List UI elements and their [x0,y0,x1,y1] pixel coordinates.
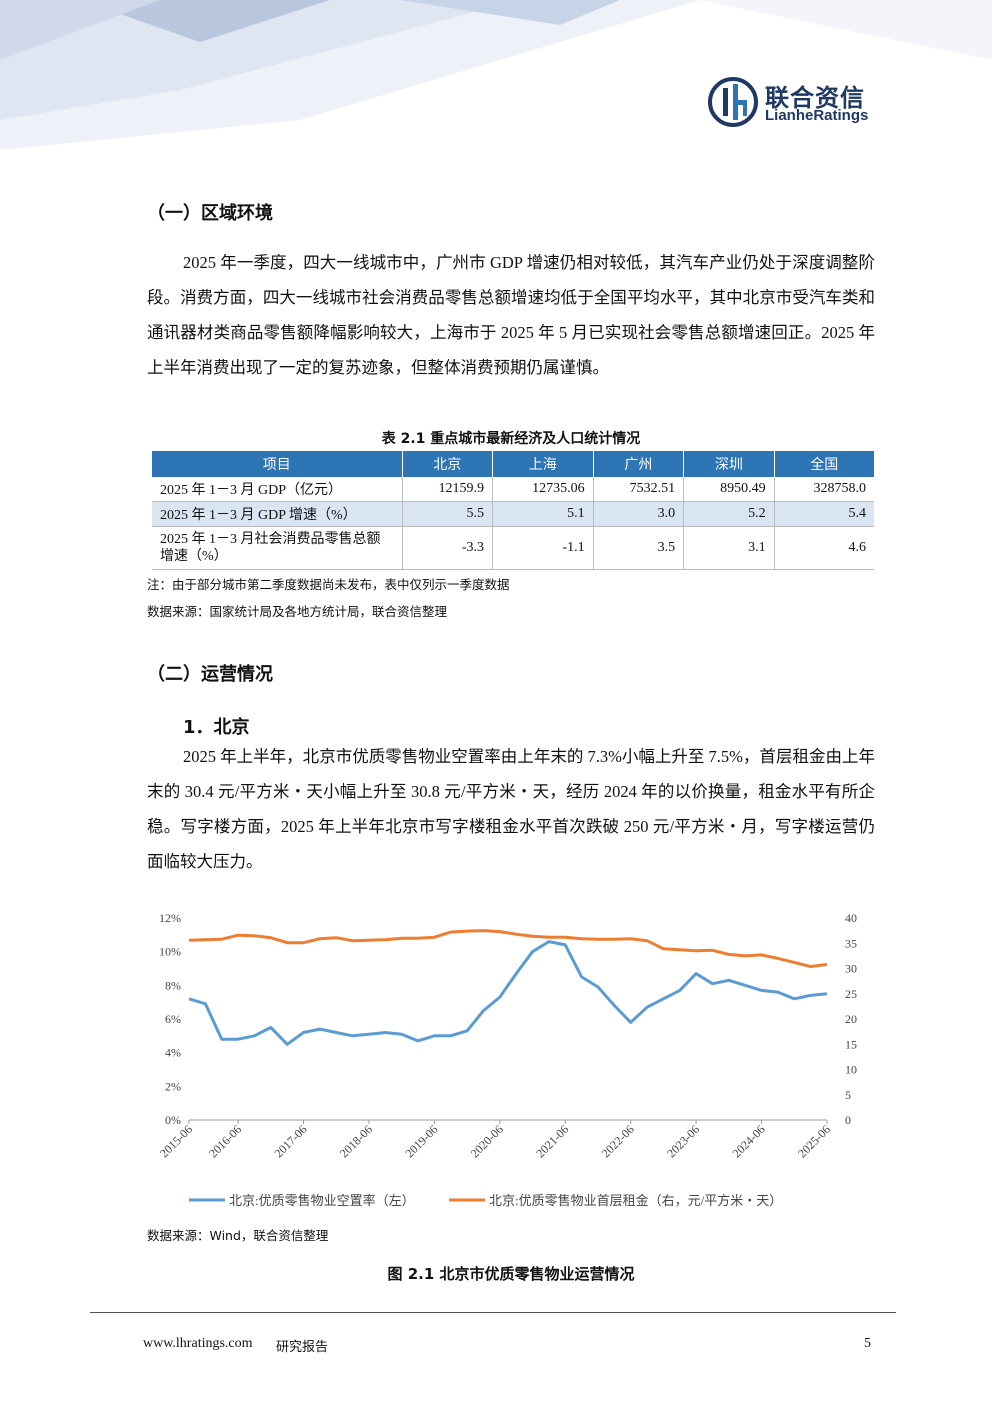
section2-title: （二）运营情况 [147,664,273,685]
x-tick-label: 2021-06 [533,1122,571,1160]
left-tick-label: 6% [165,1012,181,1026]
table-cell: 2025 年 1－3 月 GDP（亿元） [152,477,403,502]
legend-label-vacancy: 北京:优质零售物业空置率（左） [229,1193,415,1208]
legend-label-rent: 北京:优质零售物业首层租金（右，元/平方米・天） [489,1193,782,1208]
footer-label: 研究报告 [276,1340,329,1355]
table-source: 数据来源：国家统计局及各地方统计局，联合资信整理 [147,604,448,619]
table-header-row: 项目 北京 上海 广州 深圳 全国 [152,451,874,477]
table-header-cell: 项目 [152,451,403,477]
section2-paragraph: 2025 年上半年，北京市优质零售物业空置率由上年末的 7.3%小幅上升至 7.… [147,747,875,871]
logo-cn-text: 联合资信 [765,84,865,112]
chart-source: 数据来源：Wind，联合资信整理 [147,1228,329,1243]
table-cell: 5.5 [402,501,493,527]
x-tick-label: 2025-06 [795,1122,833,1160]
table-cell: 2025 年 1－3 月社会消费品零售总额增速（%） [152,526,403,570]
table-header-cell: 北京 [402,451,493,477]
table-cell: 3.5 [593,526,685,570]
header-decoration [0,0,992,150]
table-cell: 5.4 [774,501,874,527]
table-cell: 7532.51 [593,477,685,502]
footer-url[interactable]: www.lhratings.com [143,1336,253,1351]
x-tick-label: 2015-06 [157,1122,195,1160]
left-tick-label: 0% [165,1113,181,1127]
section1-title: （一）区域环境 [147,203,273,224]
table-header-cell: 全国 [774,451,874,477]
section1-paragraph: 2025 年一季度，四大一线城市中，广州市 GDP 增速仍相对较低，其汽车产业仍… [147,253,875,377]
table-cell: 5.1 [492,501,594,527]
table-header-cell: 深圳 [683,451,775,477]
table-row: 2025 年 1－3 月 GDP 增速（%） 5.5 5.1 3.0 5.2 5… [152,501,874,527]
footer-divider [90,1312,896,1313]
table-header-cell: 广州 [593,451,685,477]
left-tick-label: 12% [159,911,181,925]
right-tick-label: 20 [845,1012,857,1026]
page-number: 5 [864,1336,871,1351]
logo-icon [708,77,758,127]
right-tick-label: 0 [845,1113,851,1127]
section2-subtitle: 1．北京 [183,717,250,738]
x-tick-label: 2019-06 [402,1122,440,1160]
left-tick-label: 4% [165,1046,181,1060]
stats-table: 项目 北京 上海 广州 深圳 全国 2025 年 1－3 月 GDP（亿元） 1… [152,451,874,570]
right-tick-label: 5 [845,1088,851,1102]
brand-logo: 联合资信 LianheRatings [707,76,887,128]
x-tick-label: 2023-06 [664,1122,702,1160]
right-tick-label: 30 [845,962,857,976]
left-tick-label: 2% [165,1079,181,1093]
table-cell: 328758.0 [774,477,874,502]
x-tick-label: 2022-06 [599,1122,637,1160]
table-row: 2025 年 1－3 月 GDP（亿元） 12159.9 12735.06 75… [152,477,874,502]
table-cell: 12735.06 [492,477,594,502]
table-row: 2025 年 1－3 月社会消费品零售总额增速（%） -3.3 -1.1 3.5… [152,526,874,570]
table-caption: 表 2.1 重点城市最新经济及人口统计情况 [381,431,641,447]
table-header-cell: 上海 [492,451,594,477]
table-cell: -1.1 [492,526,594,570]
table-cell: 8950.49 [683,477,775,502]
left-tick-label: 8% [165,978,181,992]
table-cell: 5.2 [683,501,775,527]
logo-en-text: LianheRatings [765,107,869,124]
right-tick-label: 40 [845,911,857,925]
right-tick-label: 15 [845,1037,857,1051]
x-tick-label: 2018-06 [337,1122,375,1160]
figure-caption: 图 2.1 北京市优质零售物业运营情况 [387,1265,635,1283]
table-cell: 2025 年 1－3 月 GDP 增速（%） [152,501,403,527]
vacancy-rent-chart: 0% 2% 4% 6% 8% 10% 12% 0 5 10 15 20 25 30 35 40 2015-06 2… [157,911,857,1208]
table-cell: 12159.9 [402,477,493,502]
left-tick-label: 10% [159,945,181,959]
table-cell: 4.6 [774,526,874,570]
x-tick-label: 2020-06 [468,1122,506,1160]
right-tick-label: 25 [845,987,857,1001]
table-cell: -3.3 [402,526,493,570]
right-tick-label: 10 [845,1063,857,1077]
vacancy-rate-line [188,940,828,1046]
x-tick-label: 2016-06 [206,1122,244,1160]
table-cell: 3.0 [593,501,685,527]
rent-line [188,929,828,968]
x-tick-label: 2017-06 [271,1122,309,1160]
x-tick-label: 2024-06 [730,1122,768,1160]
table-note: 注：由于部分城市第二季度数据尚未发布，表中仅列示一季度数据 [147,577,510,592]
right-tick-label: 35 [845,936,857,950]
table-cell: 3.1 [683,526,775,570]
